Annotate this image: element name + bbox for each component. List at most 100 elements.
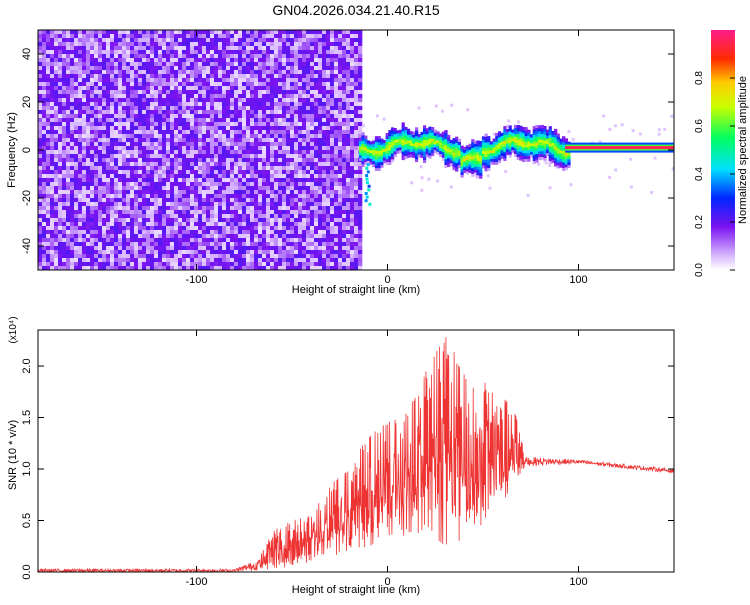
- heatmap-cell: [50, 182, 55, 187]
- heatmap-cell: [250, 242, 255, 247]
- heatmap-cell: [286, 50, 291, 55]
- heatmap-cell: [134, 138, 139, 143]
- heatmap-cell: [130, 194, 135, 199]
- heatmap-cell: [226, 238, 231, 243]
- heatmap-cell: [134, 106, 139, 111]
- heatmap-cell: [142, 110, 147, 115]
- heatmap-cell: [178, 174, 183, 179]
- heatmap-cell: [202, 142, 207, 147]
- heatmap-cell: [50, 242, 55, 247]
- heatmap-cell: [134, 206, 139, 211]
- heatmap-cell: [282, 126, 287, 131]
- heatmap-cell: [86, 234, 91, 239]
- heatmap-cell: [178, 246, 183, 251]
- heatmap-cell: [246, 222, 251, 227]
- heatmap-cell: [190, 218, 195, 223]
- heatmap-cell: [90, 166, 95, 171]
- heatmap-cell: [310, 174, 315, 179]
- heatmap-cell: [66, 194, 71, 199]
- heatmap-cell: [70, 30, 75, 35]
- heatmap-cell: [194, 250, 199, 255]
- heatmap-cell: [82, 214, 87, 219]
- heatmap-cell: [254, 38, 259, 43]
- heatmap-cell: [334, 98, 339, 103]
- heatmap-cell: [170, 66, 175, 71]
- heatmap-cell: [326, 190, 331, 195]
- heatmap-cell: [190, 34, 195, 39]
- heatmap-cell: [38, 158, 43, 163]
- heatmap-cell: [42, 34, 47, 39]
- heatmap-cell: [270, 54, 275, 59]
- heatmap-cell: [82, 34, 87, 39]
- heatmap-cell: [262, 218, 267, 223]
- heatmap-cell: [90, 218, 95, 223]
- heatmap-cell: [82, 226, 87, 231]
- heatmap-cell: [350, 230, 355, 235]
- heatmap-cell: [166, 78, 171, 83]
- heatmap-cell: [294, 74, 299, 79]
- heatmap-cell: [210, 78, 215, 83]
- heatmap-cell: [114, 130, 119, 135]
- heatmap-cell: [78, 58, 83, 63]
- heatmap-cell: [274, 190, 279, 195]
- heatmap-cell: [142, 254, 147, 259]
- heatmap-cell: [74, 38, 79, 43]
- heatmap-cell: [222, 94, 227, 99]
- heatmap-cell: [262, 86, 267, 91]
- heatmap-cell: [358, 246, 363, 251]
- heatmap-cell: [66, 214, 71, 219]
- heatmap-cell: [306, 226, 311, 231]
- heatmap-cell: [254, 158, 259, 163]
- heatmap-cell: [158, 138, 163, 143]
- heatmap-cell: [358, 254, 363, 259]
- heatmap-cell: [122, 30, 127, 35]
- heatmap-cell: [346, 102, 351, 107]
- heatmap-cell: [186, 134, 191, 139]
- heatmap-cell: [130, 238, 135, 243]
- heatmap-cell: [290, 218, 295, 223]
- heatmap-cell: [46, 214, 51, 219]
- heatmap-cell: [282, 50, 287, 55]
- heatmap-cell: [82, 62, 87, 67]
- heatmap-cell: [206, 130, 211, 135]
- heatmap-cell: [194, 122, 199, 127]
- heatmap-cell: [174, 190, 179, 195]
- heatmap-cell: [154, 226, 159, 231]
- heatmap-cell: [126, 126, 131, 131]
- heatmap-cell: [306, 258, 311, 263]
- heatmap-cell: [146, 142, 151, 147]
- heatmap-cell: [126, 246, 131, 251]
- heatmap-cell: [146, 246, 151, 251]
- heatmap-cell: [369, 147, 373, 151]
- heatmap-cell: [138, 190, 143, 195]
- heatmap-cell: [66, 182, 71, 187]
- heatmap-cell: [230, 34, 235, 39]
- heatmap-cell: [54, 122, 59, 127]
- heatmap-cell: [110, 86, 115, 91]
- heatmap-cell: [182, 202, 187, 207]
- heatmap-cell: [114, 230, 119, 235]
- heatmap-cell: [46, 74, 51, 79]
- heatmap-cell: [154, 46, 159, 51]
- heatmap-cell: [58, 66, 63, 71]
- heatmap-cell: [234, 78, 239, 83]
- heatmap-cell: [310, 218, 315, 223]
- heatmap-cell: [361, 158, 365, 162]
- heatmap-cell: [338, 70, 343, 75]
- heatmap-cell: [238, 142, 243, 147]
- heatmap-cell: [230, 58, 235, 63]
- heatmap-cell: [286, 34, 291, 39]
- heatmap-cell: [250, 246, 255, 251]
- heatmap-cell: [38, 174, 43, 179]
- heatmap-cell: [294, 82, 299, 87]
- heatmap-cell: [258, 126, 263, 131]
- heatmap-cell: [286, 162, 291, 167]
- heatmap-cell: [158, 114, 163, 119]
- heatmap-cell: [234, 142, 239, 147]
- heatmap-cell: [214, 174, 219, 179]
- heatmap-cell: [266, 58, 271, 63]
- heatmap-cell: [334, 106, 339, 111]
- heatmap-cell: [50, 34, 55, 39]
- heatmap-cell: [82, 262, 87, 267]
- heatmap-cell: [110, 58, 115, 63]
